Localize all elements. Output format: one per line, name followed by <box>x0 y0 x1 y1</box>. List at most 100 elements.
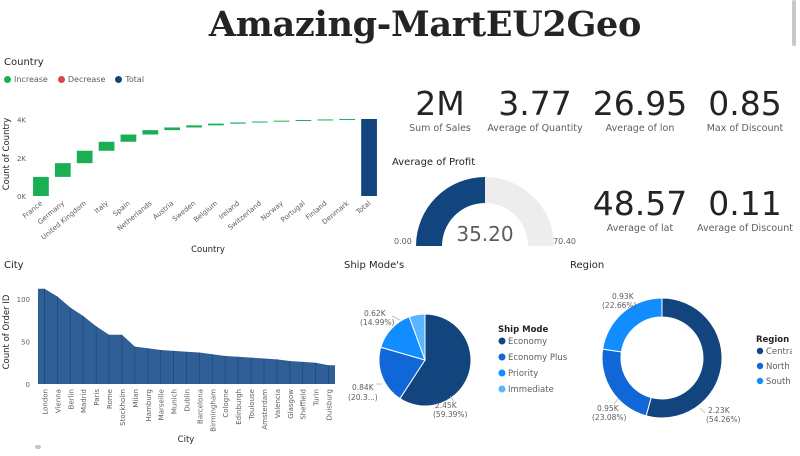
waterfall-bar-france[interactable] <box>33 176 49 196</box>
legend-item-immediate[interactable]: Immediate <box>508 385 554 395</box>
waterfall-bar-netherlands[interactable] <box>142 130 159 135</box>
leader-line <box>449 395 455 403</box>
x-tick-label: Total <box>354 199 372 216</box>
x-tick-label: Dublin <box>184 389 192 412</box>
country-x-axis-title: Country <box>191 245 225 255</box>
y-tick-label: 0K <box>17 193 26 201</box>
legend-item-north[interactable]: North <box>766 362 790 372</box>
gauge-value-arc <box>416 177 485 246</box>
waterfall-bar-norway[interactable] <box>273 120 290 122</box>
legend-dot-icon <box>498 337 506 345</box>
x-tick-label: Berlin <box>67 389 75 409</box>
waterfall-bar-belgium[interactable] <box>208 123 224 126</box>
leader-line <box>613 398 619 405</box>
waterfall-bar-spain[interactable] <box>120 134 137 142</box>
kpi-label: Sum of Sales <box>409 123 471 134</box>
kpi-average-of-discount: 0.11 Average of Discount <box>685 184 800 234</box>
kpi-average-of-lon: 26.95 Average of lon <box>580 84 700 134</box>
legend-item-south[interactable]: South <box>766 377 791 387</box>
x-tick-label: Sheffield <box>300 389 308 420</box>
waterfall-bar-austria[interactable] <box>164 127 181 131</box>
x-tick-label: Belgium <box>192 199 219 224</box>
waterfall-bar-italy[interactable] <box>98 141 115 151</box>
x-tick-label: Toulouse <box>248 389 256 420</box>
pie-slice-economy[interactable] <box>399 313 472 407</box>
kpi-value: 48.57 <box>592 184 688 223</box>
vertical-scrollbar[interactable] <box>792 0 796 46</box>
donut-slice-central[interactable] <box>645 297 723 419</box>
data-label-pct: (22.66%) <box>602 301 637 310</box>
x-tick-label: Valencia <box>274 389 282 418</box>
kpi-label: Average of lon <box>605 123 675 134</box>
kpi-label: Max of Discount <box>706 123 784 134</box>
profit-gauge: 35.20 0.00 70.40 <box>394 177 576 246</box>
legend-dot-icon <box>498 385 506 393</box>
waterfall-bar-germany[interactable] <box>54 163 71 177</box>
y-tick-label: 50 <box>21 339 30 347</box>
leader-line <box>619 301 626 306</box>
waterfall-bar-finland[interactable] <box>317 119 334 121</box>
y-tick-label: 100 <box>17 296 30 304</box>
data-label-pct: (59.39%) <box>433 410 468 419</box>
x-tick-label: London <box>41 389 49 415</box>
kpi-value: 26.95 <box>592 84 688 123</box>
kpi-label: Average of Discount <box>697 223 793 234</box>
x-tick-label: Milan <box>132 389 140 408</box>
ship-mode-legend-title: Ship Mode <box>498 325 549 335</box>
x-tick-label: Barcelona <box>196 389 204 424</box>
x-tick-label: Glasgow <box>287 389 295 419</box>
data-label-pct: (20.3...) <box>348 393 378 402</box>
x-tick-label: Rome <box>106 389 114 409</box>
waterfall-bar-portugal[interactable] <box>295 120 312 122</box>
legend-dot-icon <box>498 353 506 361</box>
waterfall-bar-ireland[interactable] <box>229 122 246 124</box>
region-donut-chart: 2.23K(54.26%) 0.95K(23.08%) 0.93K(22.66%) R… <box>592 292 792 424</box>
city-y-axis-title: Count of Order ID <box>2 294 12 369</box>
x-tick-label: Madrid <box>80 389 88 413</box>
waterfall-bar-switzerland[interactable] <box>251 121 268 123</box>
country-y-axis-title: Count of Country <box>2 118 12 191</box>
y-tick-label: 2K <box>17 155 26 163</box>
x-tick-label: Paris <box>93 389 101 406</box>
gauge-title: Average of Profit <box>392 157 476 168</box>
page-title: Amazing-MartEU2Geo <box>208 4 642 45</box>
legend-item-priority[interactable]: Priority <box>508 369 538 379</box>
leader-line <box>391 315 401 321</box>
city-x-axis-title: City <box>178 435 195 445</box>
legend-item-economy-plus[interactable]: Economy Plus <box>508 353 568 363</box>
x-tick-label: Italy <box>93 199 110 215</box>
data-label: 2.45K <box>435 401 458 410</box>
x-tick-label: Marseille <box>158 389 166 420</box>
data-label-pct: (14.99%) <box>360 318 395 327</box>
pie-slice-economy-plus[interactable] <box>378 346 426 400</box>
pie-slice-immediate[interactable] <box>408 313 426 361</box>
x-tick-label: Stockholm <box>119 389 127 426</box>
waterfall-bar-united-kingdom[interactable] <box>76 150 93 164</box>
x-tick-label: Vienna <box>54 389 62 413</box>
country-chart-title: Country <box>4 57 44 68</box>
donut-slice-south[interactable] <box>602 297 663 353</box>
kpi-average-of-lat: 48.57 Average of lat <box>580 184 700 234</box>
legend-item-economy[interactable]: Economy <box>508 337 547 347</box>
increase-dot-icon <box>4 76 11 83</box>
kpi-value: 0.11 <box>708 184 782 223</box>
legend-item-total[interactable]: Total <box>115 75 144 84</box>
x-tick-label: Hamburg <box>145 389 153 421</box>
legend-dot-icon <box>756 362 764 370</box>
legend-item-increase[interactable]: Increase <box>4 75 48 84</box>
x-tick-label: Munich <box>171 389 179 414</box>
waterfall-bar-sweden[interactable] <box>186 125 202 128</box>
data-label: 0.95K <box>597 404 620 413</box>
kpi-sum-of-sales: 2M Sum of Sales <box>390 84 490 134</box>
legend-item-central[interactable]: Central <box>766 347 792 357</box>
kpi-value: 2M <box>415 84 465 123</box>
data-label: 0.62K <box>364 309 387 318</box>
gauge-value: 35.20 <box>456 222 513 246</box>
leader-line <box>699 407 706 414</box>
waterfall-bar-total[interactable] <box>361 118 377 196</box>
data-label: 2.23K <box>708 406 731 415</box>
horizontal-scrollbar[interactable] <box>35 445 41 449</box>
legend-item-decrease[interactable]: Decrease <box>57 75 105 84</box>
city-area-chart: Count of Order ID 0 50 100 London Vienna Berli… <box>2 288 335 445</box>
waterfall-bar-denmark[interactable] <box>339 118 356 120</box>
